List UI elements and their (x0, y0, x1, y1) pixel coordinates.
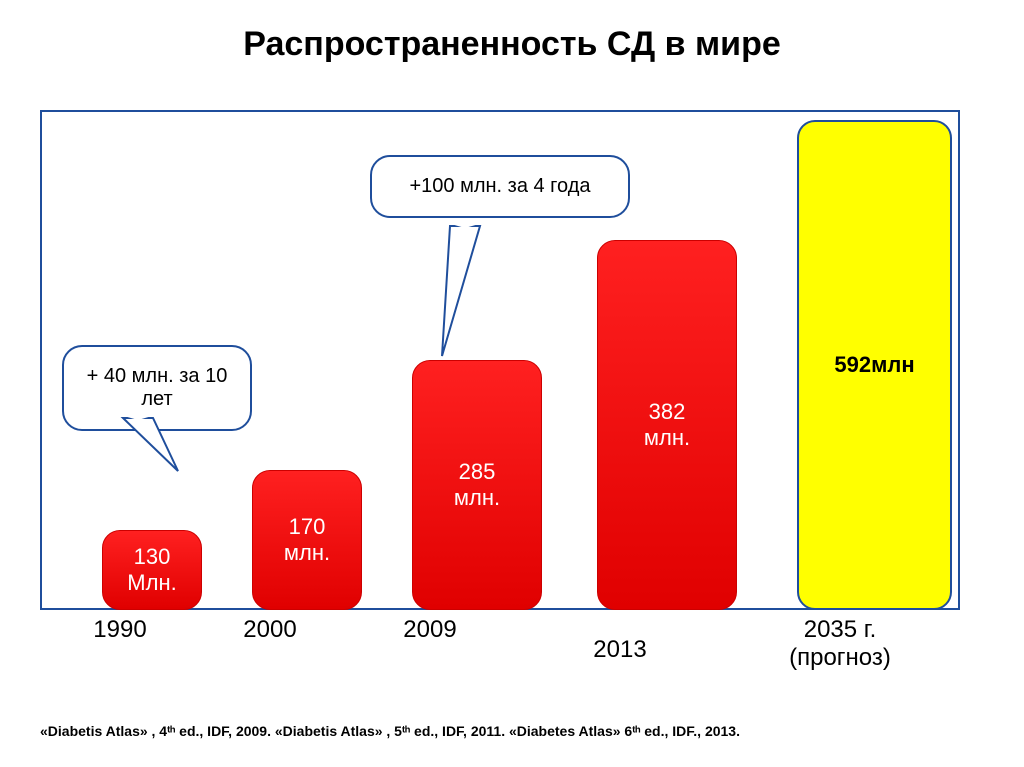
bar-2000: 170 млн. (252, 470, 362, 610)
bar-2035: 592млн (797, 120, 952, 610)
bar-value-1990: 130 (134, 544, 171, 570)
callout-40mln-text: + 40 млн. за 10 лет (87, 365, 228, 410)
citation: «Diabetis Atlas» , 4ᵗʰ ed., IDF, 2009. «… (40, 723, 740, 739)
bar-unit-1990: Млн. (127, 570, 176, 596)
year-2009: 2009 (370, 616, 490, 644)
year-2035: 2035 г. (прогноз) (760, 616, 920, 672)
callout-100mln: +100 млн. за 4 года (370, 155, 630, 218)
bar-unit-2013: млн. (644, 425, 690, 451)
year-2013: 2013 (560, 636, 680, 664)
bar-value-2013: 382 (649, 399, 686, 425)
bar-value-2000: 170 (289, 514, 326, 540)
bar-value-2009: 285 (459, 459, 496, 485)
chart-title: Распространенность СД в мире (0, 0, 1024, 84)
bar-unit-2000: млн. (284, 540, 330, 566)
callout-40mln-tail (108, 416, 188, 476)
bar-2013: 382 млн. (597, 240, 737, 610)
bar-unit-2009: млн. (454, 485, 500, 511)
bar-value-2035: 592млн (834, 352, 914, 378)
year-2000: 2000 (210, 616, 330, 644)
callout-100mln-tail (420, 224, 500, 364)
year-1990: 1990 (60, 616, 180, 644)
callout-100mln-text: +100 млн. за 4 года (409, 175, 590, 197)
bar-2009: 285 млн. (412, 360, 542, 610)
bar-1990: 130 Млн. (102, 530, 202, 610)
